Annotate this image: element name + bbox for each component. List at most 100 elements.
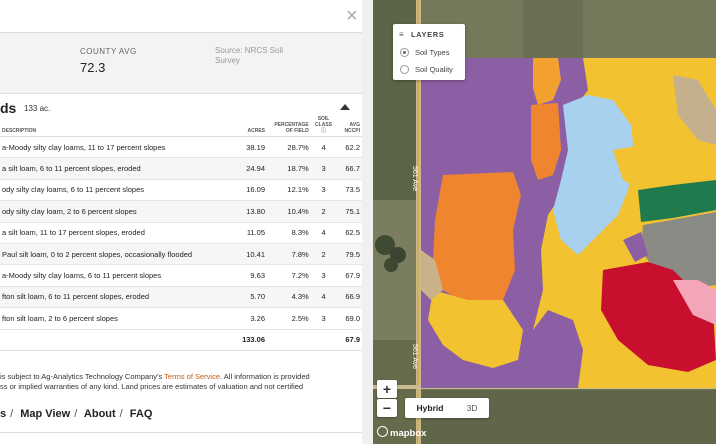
cell-soil-class: 3: [310, 179, 337, 202]
cell-empty: [310, 329, 337, 351]
section-acres: 133 ac.: [24, 104, 51, 113]
cell-description: a silt loam, 6 to 11 percent slopes, ero…: [0, 157, 238, 180]
cell-acres: 9.63: [237, 264, 268, 287]
mapbox-logo-icon: [377, 426, 388, 437]
cell-soil-class: 3: [310, 264, 337, 287]
cell-avg-nccpi: 67.9: [336, 264, 362, 287]
table-header-row: DESCRIPTION ACRES PERCENTAGE OF FIELD SO…: [0, 116, 362, 137]
cell-percentage: 2.5%: [267, 307, 311, 330]
cell-soil-class: 4: [310, 222, 337, 244]
cell-soil-class: 4: [310, 286, 337, 309]
cell-avg-nccpi: 66.9: [336, 286, 362, 309]
soil-polygon-blue: [553, 95, 635, 255]
cell-description: fton silt loam, 6 to 11 percent slopes, …: [0, 286, 238, 309]
nav-item-partial[interactable]: s: [0, 408, 7, 420]
soil-polygon-yellow: [613, 145, 653, 190]
option-soil-quality[interactable]: Soil Quality: [415, 65, 453, 74]
nav-about[interactable]: About: [83, 408, 116, 420]
disclaimer: is subject to Ag-Analytics Technology Co…: [0, 372, 360, 391]
collapse-arrow-icon[interactable]: [340, 104, 350, 110]
cell-percentage: 7.8%: [267, 243, 311, 266]
cell-acres: 10.41: [237, 243, 268, 266]
table-row: a-Moody silty clay loams, 6 to 11 percen…: [0, 264, 362, 287]
map-view[interactable]: 561 Ave 561 Ave ≡ LAYERS Soil Types Soil…: [373, 0, 716, 444]
divider: [0, 432, 362, 433]
info-icon[interactable]: ⓘ: [321, 128, 327, 134]
road-label: 561 Ave: [411, 344, 418, 369]
cell-percentage: 28.7%: [267, 136, 311, 159]
cell-percentage: 4.3%: [267, 286, 311, 309]
table-row: Paul silt loam, 0 to 2 percent slopes, o…: [0, 243, 362, 266]
footer-nav: s / Map View / About / FAQ: [0, 408, 156, 420]
col-acres[interactable]: ACRES: [237, 116, 268, 137]
source-note: Source: NRCS Soil Survey: [215, 46, 284, 65]
disclaimer-suffix: . All information is provided: [220, 372, 310, 381]
cell-acres: 24.94: [237, 157, 268, 180]
cell-acres: 16.09: [237, 179, 268, 202]
view-toggle: Hybrid 3D: [405, 398, 489, 418]
layers-title: LAYERS: [411, 30, 445, 39]
cell-acres: 11.05: [237, 222, 268, 244]
county-avg-value: 72.3: [80, 60, 106, 75]
nav-map-view[interactable]: Map View: [20, 408, 71, 420]
soil-polygon-purple: [623, 232, 648, 262]
zoom-in-button[interactable]: +: [377, 380, 397, 398]
table-row: fton silt loam, 6 to 11 percent slopes, …: [0, 286, 362, 309]
section-title: ds: [0, 100, 17, 116]
table-row: ody silty clay loam, 2 to 6 percent slop…: [0, 200, 362, 223]
table-row: a silt loam, 6 to 11 percent slopes, ero…: [0, 157, 362, 180]
soil-polygon-orange: [433, 172, 521, 305]
cell-avg-nccpi: 79.5: [336, 243, 362, 266]
table-row: a silt loam, 11 to 17 percent slopes, er…: [0, 222, 362, 244]
table-row: a-Moody silty clay loams, 11 to 17 perce…: [0, 136, 362, 159]
soil-polygon-pink: [673, 280, 716, 325]
col-soil-class[interactable]: SOIL CLASS ⓘ: [310, 116, 337, 137]
soil-polygon-green: [638, 180, 716, 222]
stats-bar: COUNTY AVG 72.3 Source: NRCS Soil Survey: [0, 32, 362, 94]
cell-soil-class: 4: [310, 136, 337, 159]
close-icon[interactable]: ×: [346, 5, 358, 27]
terms-link[interactable]: Terms of Service: [164, 372, 221, 381]
cell-description: a-Moody silty clay loams, 11 to 17 perce…: [0, 136, 238, 159]
nav-faq[interactable]: FAQ: [129, 408, 153, 420]
cell-avg-nccpi: 62.2: [336, 136, 362, 159]
radio-soil-types[interactable]: [400, 48, 409, 57]
cell-percentage: 7.2%: [267, 264, 311, 287]
col-avg-nccpi[interactable]: AVG NCCPI: [336, 116, 362, 137]
3d-button[interactable]: 3D: [466, 403, 478, 413]
option-soil-types[interactable]: Soil Types: [415, 48, 450, 57]
tree-cluster: [384, 258, 398, 272]
road-line: [417, 0, 419, 444]
layers-icon: ≡: [399, 30, 404, 39]
field-parcel: [523, 0, 583, 58]
cell-empty: [267, 329, 311, 351]
cell-acres: 38.19: [237, 136, 268, 159]
cell-description: ody silty clay loam, 2 to 6 percent slop…: [0, 200, 238, 223]
cell-description: a-Moody silty clay loams, 6 to 11 percen…: [0, 264, 238, 287]
cell-soil-class: 3: [310, 157, 337, 180]
hybrid-button[interactable]: Hybrid: [416, 403, 444, 413]
cell-percentage: 10.4%: [267, 200, 311, 223]
cell-description: fton silt loam, 2 to 6 percent slopes: [0, 307, 238, 330]
soil-polygon-orange: [531, 103, 561, 180]
col-percentage[interactable]: PERCENTAGE OF FIELD: [267, 116, 311, 137]
soil-polygon-orange-small: [533, 58, 561, 105]
table-total-row: 133.06 67.9: [0, 329, 362, 351]
soil-polygon-purple: [533, 310, 583, 388]
total-acres: 133.06: [237, 329, 268, 351]
soil-polygon-tan: [421, 250, 443, 300]
cell-avg-nccpi: 66.7: [336, 157, 362, 180]
total-avg-nccpi: 67.9: [336, 329, 362, 351]
cell-acres: 13.80: [237, 200, 268, 223]
zoom-out-button[interactable]: −: [377, 399, 397, 417]
mapbox-attribution[interactable]: mapbox: [377, 426, 426, 439]
cell-avg-nccpi: 73.5: [336, 179, 362, 202]
cell-soil-class: 2: [310, 243, 337, 266]
soil-table: DESCRIPTION ACRES PERCENTAGE OF FIELD SO…: [0, 116, 362, 351]
disclaimer-line2: ss or implied warranties of any kind. La…: [0, 381, 304, 391]
cell-empty: [0, 329, 238, 351]
mapbox-label: mapbox: [390, 428, 427, 439]
radio-soil-quality[interactable]: [400, 65, 409, 74]
cell-percentage: 12.1%: [267, 179, 311, 202]
col-description[interactable]: DESCRIPTION: [0, 116, 238, 137]
